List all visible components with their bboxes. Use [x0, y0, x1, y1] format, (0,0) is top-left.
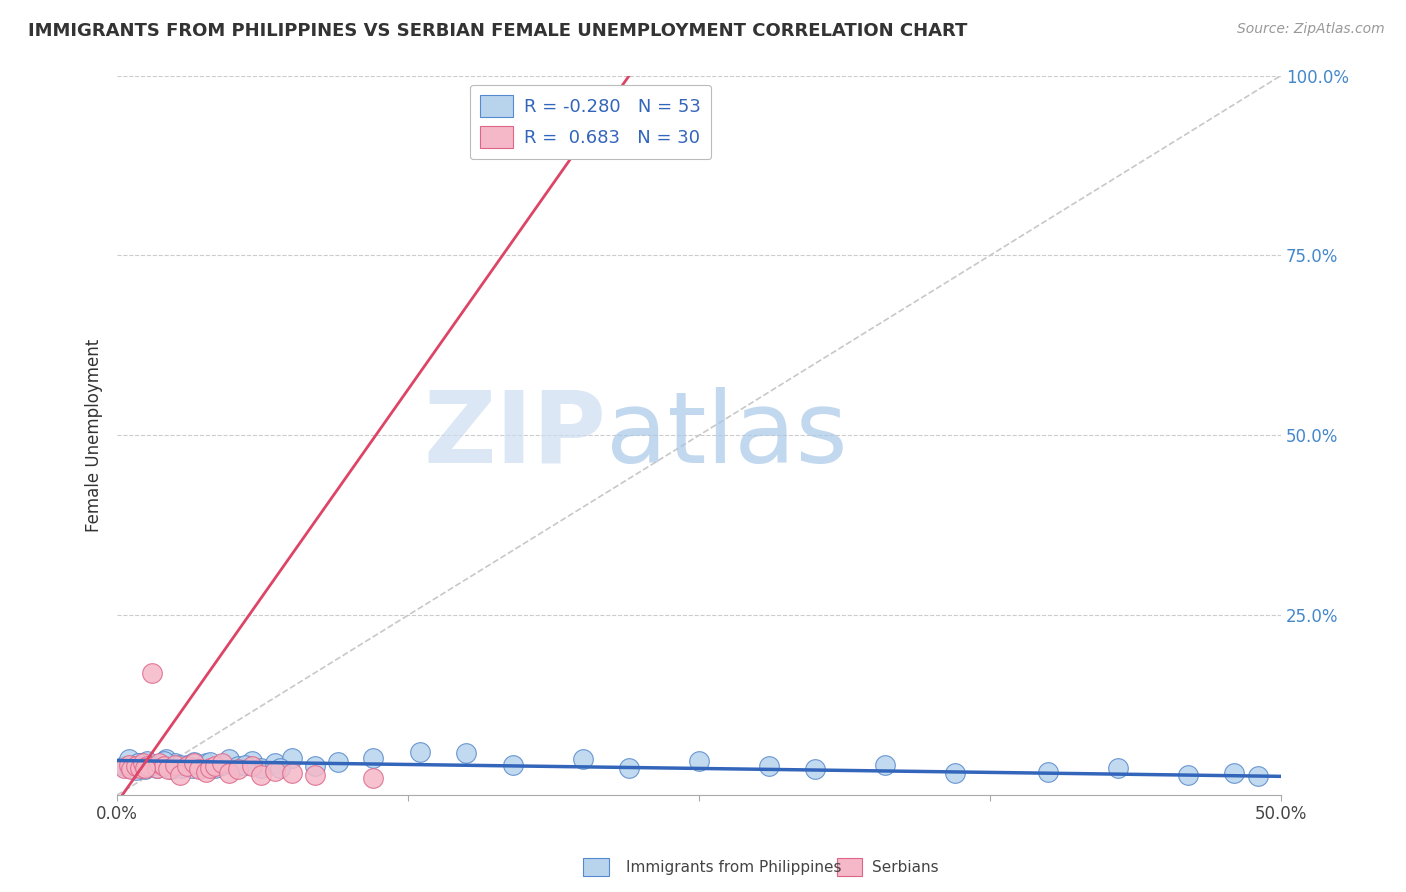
Text: Serbians: Serbians: [872, 860, 938, 874]
Point: [112, 761, 135, 775]
Point: [250, 761, 273, 775]
Point: [183, 756, 205, 771]
Point: [361, 771, 384, 785]
Text: IMMIGRANTS FROM PHILIPPINES VS SERBIAN FEMALE UNEMPLOYMENT CORRELATION CHART: IMMIGRANTS FROM PHILIPPINES VS SERBIAN F…: [28, 22, 967, 40]
Point: [148, 756, 170, 771]
Text: Immigrants from Philippines: Immigrants from Philippines: [626, 860, 841, 874]
Point: [127, 756, 149, 771]
Point: [152, 754, 174, 768]
Point: [145, 761, 167, 775]
Point: [120, 762, 142, 776]
Point: [233, 757, 256, 772]
Point: [169, 768, 191, 782]
Point: [136, 754, 159, 768]
Point: [240, 759, 263, 773]
Point: [169, 757, 191, 772]
Point: [619, 761, 641, 775]
Point: [187, 762, 209, 776]
Point: [118, 752, 141, 766]
Point: [409, 745, 432, 759]
Point: [204, 761, 226, 775]
Point: [361, 750, 384, 764]
Point: [139, 759, 162, 773]
Point: [502, 757, 524, 772]
Point: [125, 759, 148, 773]
Point: [269, 761, 291, 775]
Point: [204, 759, 226, 773]
Point: [129, 756, 152, 771]
Y-axis label: Female Unemployment: Female Unemployment: [86, 339, 103, 532]
Point: [226, 759, 249, 773]
Point: [125, 763, 148, 777]
Point: [159, 762, 181, 776]
Point: [943, 766, 966, 780]
Point: [118, 761, 141, 775]
Point: [194, 765, 217, 780]
Point: [112, 759, 135, 773]
Point: [1223, 766, 1246, 780]
Point: [1038, 765, 1060, 780]
Point: [688, 754, 710, 768]
Point: [211, 757, 233, 772]
Point: [211, 756, 233, 771]
Point: [456, 747, 478, 761]
Point: [1107, 761, 1129, 775]
Point: [150, 757, 173, 772]
Point: [180, 761, 202, 775]
Text: ZIP: ZIP: [423, 387, 606, 483]
Point: [281, 750, 304, 764]
Point: [218, 766, 240, 780]
Point: [218, 752, 240, 766]
Point: [328, 755, 350, 769]
Point: [875, 757, 897, 772]
Point: [129, 761, 152, 775]
Point: [172, 761, 194, 775]
Point: [157, 762, 180, 776]
Point: [200, 755, 222, 769]
Point: [194, 756, 217, 771]
Point: [187, 761, 209, 775]
Point: [145, 761, 167, 775]
Point: [152, 759, 174, 773]
Point: [804, 762, 827, 776]
Point: [304, 768, 326, 782]
Point: [122, 757, 145, 772]
Point: [264, 764, 287, 778]
Point: [136, 759, 159, 773]
Legend: R = -0.280   N = 53, R =  0.683   N = 30: R = -0.280 N = 53, R = 0.683 N = 30: [470, 85, 711, 160]
Text: atlas: atlas: [606, 387, 848, 483]
Point: [281, 766, 304, 780]
Point: [176, 759, 198, 773]
Point: [141, 665, 163, 680]
Point: [134, 761, 156, 775]
Point: [176, 757, 198, 772]
Point: [134, 762, 156, 776]
Point: [183, 755, 205, 769]
Point: [250, 768, 273, 782]
Point: [226, 762, 249, 776]
Point: [240, 754, 263, 768]
Point: [571, 752, 593, 766]
Text: Source: ZipAtlas.com: Source: ZipAtlas.com: [1237, 22, 1385, 37]
Point: [155, 752, 177, 766]
Point: [118, 757, 141, 772]
Point: [758, 759, 780, 773]
Point: [200, 761, 222, 775]
Point: [165, 756, 187, 771]
Point: [141, 759, 163, 773]
Point: [132, 756, 155, 771]
Point: [165, 757, 187, 772]
Point: [304, 759, 326, 773]
Point: [1177, 768, 1199, 782]
Point: [1247, 769, 1270, 783]
Point: [264, 756, 287, 771]
